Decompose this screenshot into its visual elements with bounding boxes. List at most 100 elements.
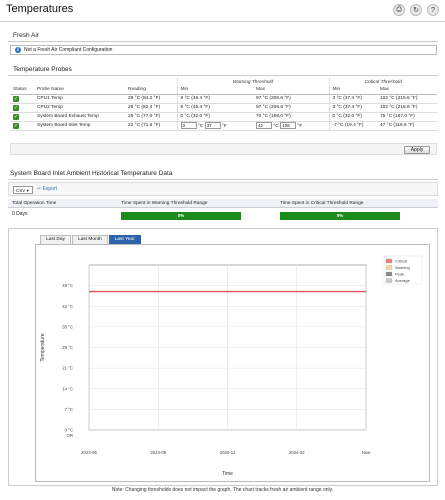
export-link[interactable]: ⇨ Export — [37, 186, 57, 193]
y-tick-label: 21 °C — [62, 366, 73, 371]
stat-header: Time Spent in Warning Threshold Range — [121, 201, 208, 206]
y-tick-label: 35 °C — [62, 324, 73, 329]
x-tick-label: 2023-06 — [81, 450, 97, 455]
time-range-tabs: Last Day Last Month Last Year — [40, 235, 142, 244]
stat-header: Time Spent in Critical Threshold Range — [280, 201, 364, 206]
stats-row: 0 Days 0% 0% — [8, 209, 438, 223]
warning-min-editor: 3 °C 37 °F — [176, 121, 253, 131]
column-header: Reading — [125, 86, 177, 95]
probe-reading: 25 °C (77.0 °F) — [125, 112, 177, 122]
fresh-air-info-box: i Not a Fresh Air Compliant Configuratio… — [10, 45, 437, 55]
divider — [8, 179, 438, 180]
x-tick-label: Now — [362, 450, 371, 455]
warning-min: 8 °C (46.4 °F) — [176, 94, 253, 104]
divider — [8, 75, 438, 76]
warning-max: 97 °C (206.6 °F) — [253, 103, 329, 113]
celsius-unit: °C — [273, 123, 279, 129]
probe-reading: 29 °C (84.2 °F) — [125, 94, 177, 104]
stats-header: Total Operation Time Time Spent in Warni… — [8, 199, 438, 208]
warning-min-celsius-input[interactable]: 3 — [180, 122, 197, 129]
warning-min-fahrenheit-input[interactable]: 37 — [204, 122, 221, 129]
table-row: ✓ System Board Inlet Temp 22 °C (71.6 °F… — [10, 121, 437, 131]
y-tick-label: 28 °C — [62, 345, 73, 350]
page-title: Temperatures — [6, 3, 74, 15]
temperature-chart: 0 °C 7 °C 14 °C 21 °C 28 °C 35 °C 42 °C 49 °C OR… — [40, 255, 423, 477]
x-axis-label: Time — [222, 471, 233, 477]
y-tick-label: OR — [67, 433, 73, 438]
y-tick-label: 14 °C — [62, 386, 73, 391]
export-bar: CSV ▾ ⇨ Export — [8, 182, 438, 196]
export-label: Export — [42, 186, 58, 192]
export-format-select[interactable]: CSV ▾ — [13, 186, 33, 194]
legend-label: Peak — [395, 272, 404, 277]
warning-time-bar: 0% — [121, 212, 241, 220]
tab-last-month[interactable]: Last Month — [71, 235, 108, 244]
probe-name: CPU2 Temp — [34, 103, 125, 113]
critical-max: 102 °C (215.6 °F) — [377, 94, 437, 104]
y-tick-label: 42 °C — [62, 304, 73, 309]
refresh-icon[interactable]: ↻ — [410, 4, 422, 16]
fahrenheit-unit: °F — [221, 123, 227, 129]
tab-last-day[interactable]: Last Day — [40, 235, 71, 244]
critical-max: 47 °C (116.6 °F) — [377, 121, 437, 131]
export-icon: ⇨ — [37, 186, 42, 192]
probes-table: Warning Threshold Critical Threshold Sta… — [10, 78, 437, 131]
column-header: Min — [176, 86, 253, 95]
stat-header: Total Operation Time — [12, 201, 57, 206]
status-ok-icon: ✓ — [13, 122, 19, 129]
legend-swatch — [385, 278, 393, 283]
warning-min: 8 °C (46.4 °F) — [176, 103, 253, 113]
probe-name: CPU1 Temp — [34, 94, 125, 104]
temperature-probes-title: Temperature Probes — [13, 66, 72, 73]
apply-button[interactable]: Apply — [404, 146, 430, 154]
warning-max-editor: 42 °C 108 °F — [253, 121, 329, 131]
status-ok-icon: ✓ — [13, 95, 19, 102]
status-ok-icon: ✓ — [13, 113, 19, 120]
chart-frame: 0 °C 7 °C 14 °C 21 °C 28 °C 35 °C 42 °C 49 °C OR… — [35, 244, 430, 482]
y-tick-label: 49 °C — [62, 283, 73, 288]
warning-max: 97 °C (206.6 °F) — [253, 94, 329, 104]
warning-threshold-header: Warning Threshold — [176, 78, 329, 86]
chart-footnote: Note: Changing thresholds does not impac… — [111, 487, 334, 493]
table-row: ✓ System Board Exhaust Temp 25 °C (77.0 … — [10, 112, 437, 122]
probe-reading: 22 °C (71.6 °F) — [125, 121, 177, 131]
total-operation-time: 0 Days — [12, 211, 28, 217]
critical-min: 0 °C (32.0 °F) — [328, 112, 377, 122]
fresh-air-info-text: Not a Fresh Air Compliant Configuration — [24, 47, 113, 53]
critical-max: 102 °C (215.6 °F) — [377, 103, 437, 113]
tab-last-year[interactable]: Last Year — [108, 235, 141, 244]
legend-label: Average — [395, 278, 411, 283]
info-icon: i — [15, 47, 21, 53]
critical-max: 75 °C (167.0 °F) — [377, 112, 437, 122]
legend-label: Critical — [395, 259, 407, 264]
probe-name: System Board Inlet Temp — [34, 121, 125, 131]
critical-min: 3 °C (37.4 °F) — [328, 94, 377, 104]
warning-max-fahrenheit-input[interactable]: 108 — [280, 122, 297, 129]
y-tick-label: 0 °C — [65, 428, 73, 433]
history-title: System Board Inlet Ambient Historical Te… — [10, 170, 173, 177]
probe-reading: 28 °C (82.4 °F) — [125, 103, 177, 113]
y-axis-label: Temperature — [40, 333, 46, 361]
warning-max-celsius-input[interactable]: 42 — [256, 122, 272, 129]
critical-min: -7 °C (19.4 °F) — [328, 121, 377, 131]
fahrenheit-unit: °F — [297, 123, 303, 129]
legend-label: Warning — [395, 265, 410, 270]
column-header: Max — [377, 86, 437, 95]
divider — [0, 21, 445, 22]
table-footer: Apply — [10, 143, 437, 155]
status-ok-icon: ✓ — [13, 104, 19, 111]
print-icon[interactable]: ⎙ — [393, 4, 405, 16]
warning-max: 70 °C (158.0 °F) — [253, 112, 329, 122]
table-row: ✓ CPU2 Temp 28 °C (82.4 °F) 8 °C (46.4 °… — [10, 103, 437, 113]
legend-swatch — [385, 265, 393, 270]
column-header: Min — [328, 86, 377, 95]
celsius-unit: °C — [197, 123, 204, 129]
y-tick-label: 7 °C — [65, 407, 73, 412]
table-row: ✓ CPU1 Temp 29 °C (84.2 °F) 8 °C (46.4 °… — [10, 94, 437, 104]
legend-swatch — [385, 271, 393, 277]
x-tick-label: 2020-11 — [220, 450, 236, 455]
chevron-down-icon: ▾ — [26, 188, 29, 193]
column-header: Max — [253, 86, 329, 95]
help-icon[interactable]: ? — [427, 4, 439, 16]
warning-min: 0 °C (32.0 °F) — [176, 112, 253, 122]
